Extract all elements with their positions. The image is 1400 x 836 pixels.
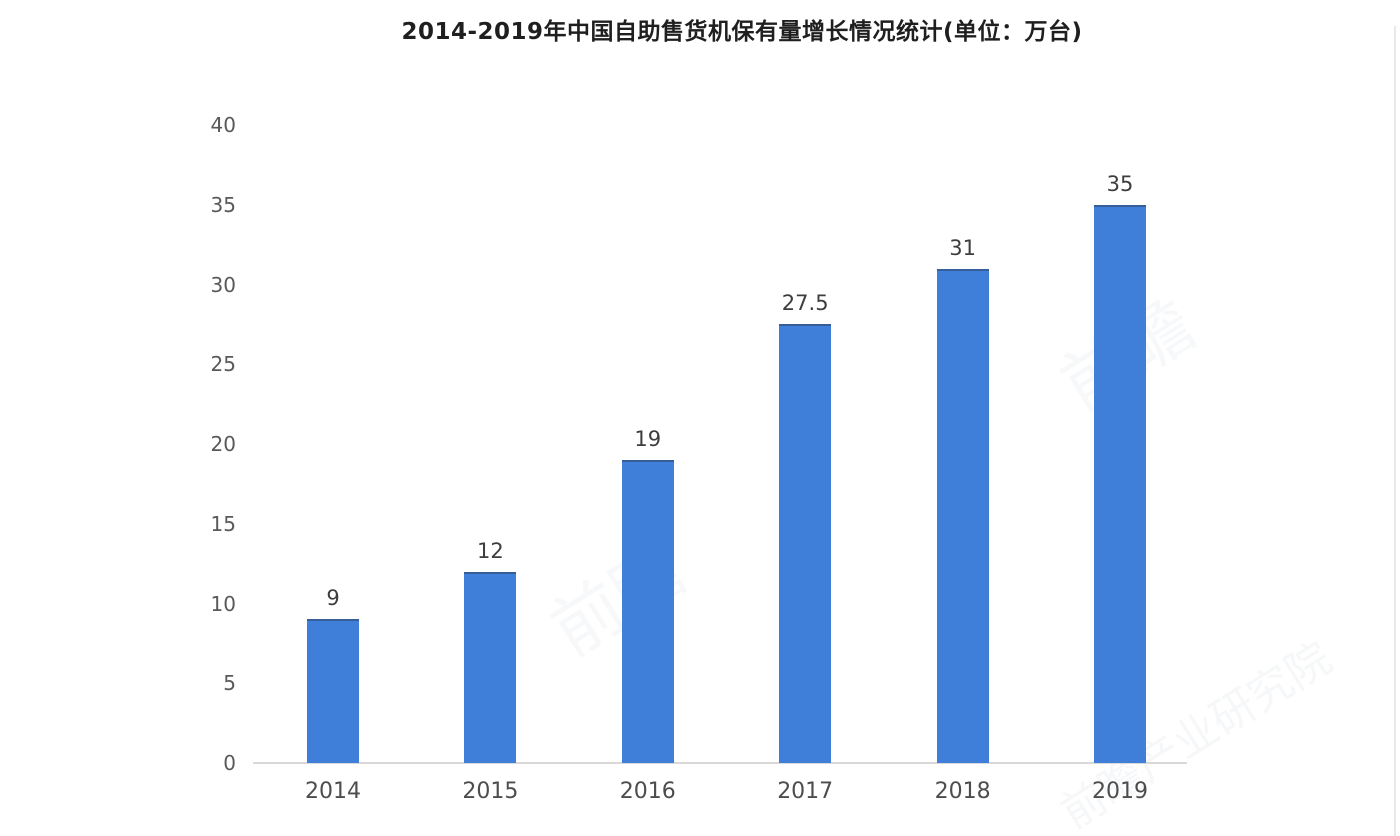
bar-value-label: 19 [634, 426, 662, 451]
y-axis-tick-label: 25 [210, 352, 236, 377]
right-edge-divider [1394, 26, 1396, 836]
bar-2014 [307, 619, 359, 763]
y-axis-tick-label: 20 [210, 432, 236, 456]
x-axis-tick-label: 2019 [1092, 779, 1148, 804]
bar-2015 [464, 571, 517, 763]
y-axis-tick-label: 40 [210, 113, 236, 137]
bar-value-label: 35 [1106, 171, 1134, 196]
y-axis-tick-label: 10 [210, 591, 236, 616]
x-axis-tick-label: 2016 [619, 779, 676, 804]
y-axis-tick-label: 15 [210, 511, 236, 536]
y-axis-tick-label: 30 [210, 272, 236, 297]
bar-value-label: 27.5 [781, 291, 829, 316]
y-axis-tick-label: 0 [223, 751, 236, 775]
bar-value-label: 31 [949, 235, 976, 260]
x-axis-tick-label: 2015 [462, 779, 519, 804]
y-axis-tick-label: 35 [210, 192, 236, 217]
bar-2018 [936, 268, 989, 763]
bar-value-label: 12 [477, 538, 504, 563]
bar-value-label: 9 [326, 586, 340, 611]
x-axis-line [253, 762, 1187, 764]
bar-2019 [1094, 204, 1146, 763]
chart-title: 2014-2019年中国自助售货机保有量增长情况统计(单位：万台) [401, 19, 1083, 45]
bar-2016 [621, 459, 674, 763]
x-axis-tick-label: 2017 [777, 779, 834, 804]
bar-2017 [779, 324, 832, 763]
x-axis-tick-label: 2018 [934, 779, 991, 804]
y-axis-tick-label: 5 [223, 671, 236, 696]
x-axis-tick-label: 2014 [305, 779, 361, 804]
